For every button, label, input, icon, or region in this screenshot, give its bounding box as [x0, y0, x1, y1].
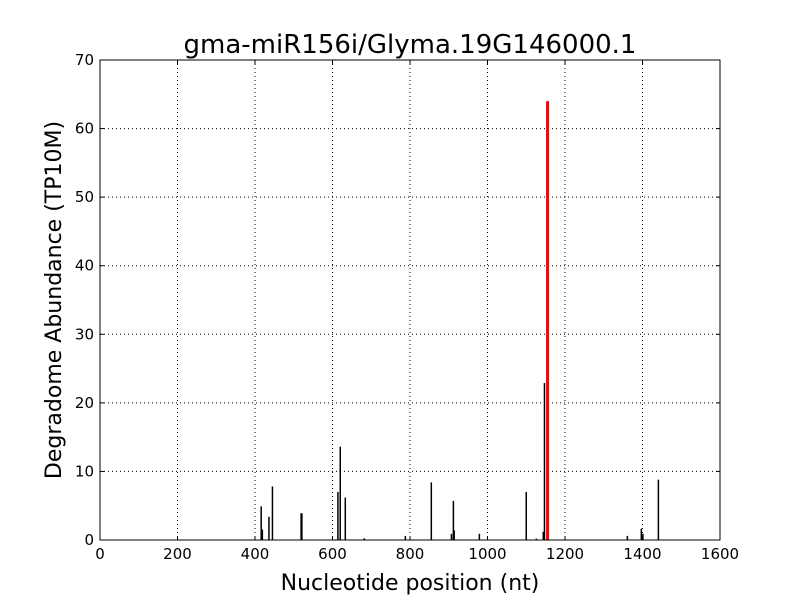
y-tick-label: 70	[75, 51, 94, 69]
y-tick-label: 60	[75, 120, 94, 138]
y-tick-label: 0	[84, 531, 94, 549]
x-tick-label: 400	[241, 545, 270, 563]
y-tick-label: 10	[75, 462, 94, 480]
x-tick-label: 0	[95, 545, 105, 563]
x-tick-label: 1200	[546, 545, 584, 563]
y-tick-label: 20	[75, 394, 94, 412]
x-tick-label: 600	[318, 545, 347, 563]
y-tick-label: 40	[75, 257, 94, 275]
x-tick-label: 1600	[701, 545, 739, 563]
x-tick-label: 800	[396, 545, 425, 563]
y-tick-label: 30	[75, 325, 94, 343]
x-tick-label: 1400	[623, 545, 661, 563]
x-axis-label: Nucleotide position (nt)	[281, 571, 540, 596]
chart-title: gma-miR156i/Glyma.19G146000.1	[184, 30, 637, 60]
x-tick-label: 200	[163, 545, 192, 563]
y-axis-label: Degradome Abundance (TP10M)	[42, 121, 67, 479]
x-tick-label: 1000	[468, 545, 506, 563]
plot-frame	[99, 59, 721, 541]
y-tick-label: 50	[75, 188, 94, 206]
